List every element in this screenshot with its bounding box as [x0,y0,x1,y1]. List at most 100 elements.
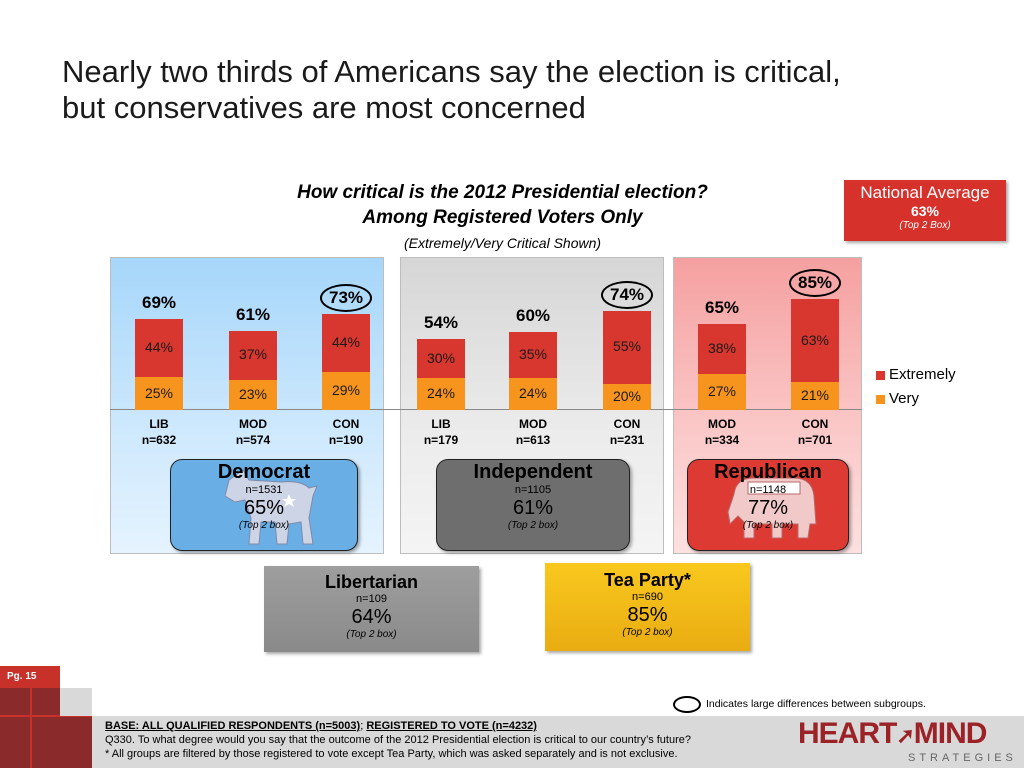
total-label: 69% [141,292,177,312]
group-n-label: n=613 [515,433,551,447]
group-n-label: n=179 [423,433,459,447]
group-n-label: n=574 [235,433,271,447]
ring-legend-note: Indicates large differences between subg… [706,698,926,710]
group-n-label: n=190 [328,433,364,447]
national-average-box: National Average 63% (Top 2 Box) [844,180,1006,241]
data-label-extremely: 38% [707,340,737,357]
data-label-extremely: 55% [612,338,642,355]
tick-label: MOD [708,417,736,431]
tick-label: MOD [239,417,267,431]
difference-ring [320,283,372,312]
tick-label: LIB [431,417,451,431]
ring-legend-icon [673,696,701,713]
bar-very [322,371,370,410]
independent-pct: 61% [512,497,554,519]
chart-baseline [110,409,862,410]
data-label-extremely: 44% [331,333,361,350]
republican-pct: 77% [747,497,789,519]
democrat-note: (Top 2 box) [238,520,290,531]
question-note: (Extremely/Very Critical Shown) [403,235,602,251]
footer: BASE: ALL QUALIFIED RESPONDENTS (n=5003)… [92,716,1024,768]
libertarian-pct: 64% [351,606,392,628]
logo-arrow-icon: ➚ [896,723,914,748]
data-label-very: 24% [518,385,548,402]
national-average-note: (Top 2 Box) [899,220,951,231]
tick-label: CON [613,417,641,431]
bar-extremely [603,311,651,384]
donkey-icon [224,469,318,545]
category-label: MOD n=574 [221,416,285,448]
elephant-icon [727,477,817,539]
bar-extremely [135,318,183,377]
question-line-2: Among Registered Voters Only [362,207,643,228]
data-label-very: 20% [612,387,642,404]
data-label-very: 24% [426,385,456,402]
libertarian-note: (Top 2 box) [346,629,397,640]
footer-base-registered: REGISTERED TO VOTE (n=4232) [366,720,537,732]
libertarian-name: Libertarian [324,572,419,592]
tick-label: CON [801,417,829,431]
group-n-label: n=334 [704,433,740,447]
logo-word-heart: HEART [798,717,897,750]
chart-question: How critical is the 2012 Presidential el… [230,180,775,230]
category-label: MOD n=613 [501,416,565,448]
bar-extremely [322,313,370,372]
bar-extremely [229,330,277,380]
data-label-very: 27% [707,383,737,400]
tea-party-pct: 85% [627,604,668,626]
tick-label: CON [332,417,360,431]
bar-very [417,378,465,410]
category-label: CON n=190 [314,416,378,448]
deco-side-block [60,688,92,716]
title-line-1: Nearly two thirds of Americans say the e… [62,54,841,89]
bar-extremely [698,324,746,375]
tea-party-name: Tea Party* [604,570,691,590]
bar-very [509,378,557,410]
tea-party-note: (Top 2 box) [622,627,673,638]
bar-very [229,379,277,410]
bar-extremely [417,338,465,379]
heart-mind-logo: HEART➚MIND STRATEGIES [796,716,1024,768]
data-label-extremely: 35% [518,346,548,363]
deco-line-h [0,715,92,717]
independent-note: (Top 2 box) [507,520,559,531]
libertarian-box: Libertarian n=109 64% (Top 2 box) [264,566,479,652]
difference-ring [789,269,841,298]
independent-n: n=1105 [514,484,552,496]
legend-label-very: Very [889,390,920,407]
footer-base-respondents: BASE: ALL QUALIFIED RESPONDENTS (n=5003) [105,720,361,732]
category-label: MOD n=334 [690,416,754,448]
bar-very [791,382,839,410]
page-number: Pg. 15 [7,671,37,682]
tick-label: MOD [519,417,547,431]
group-n-label: n=231 [609,433,645,447]
logo-word-mind: MIND [913,717,988,750]
bar-very [603,383,651,410]
category-label: LIB n=632 [127,416,191,448]
slide-title: Nearly two thirds of Americans say the e… [62,54,962,126]
footer-separator: ; [360,720,364,732]
difference-ring [601,281,653,309]
legend-label-extremely: Extremely [889,366,956,383]
total-label: 54% [423,312,459,332]
total-label: 65% [704,298,740,318]
total-label: 61% [235,304,271,324]
bar-very [698,374,746,410]
tick-label: LIB [149,417,169,431]
democrat-name: Democrat [217,461,311,483]
total-label: 60% [515,306,551,326]
tea-party-box: Tea Party* n=690 85% (Top 2 box) [545,563,750,651]
national-average-value: 63% [910,203,940,219]
bar-extremely [791,299,839,383]
question-line-1: How critical is the 2012 Presidential el… [297,182,708,203]
libertarian-n: n=109 [356,593,387,605]
republican-name: Republican [714,461,822,483]
data-label-very: 21% [800,387,830,404]
data-label-extremely: 44% [144,338,174,355]
bar-very [135,377,183,410]
group-n-label: n=632 [141,433,177,447]
data-label-very: 29% [331,381,361,398]
republican-n: n=1148 [749,484,787,496]
title-line-2: but conservatives are most concerned [62,90,586,125]
